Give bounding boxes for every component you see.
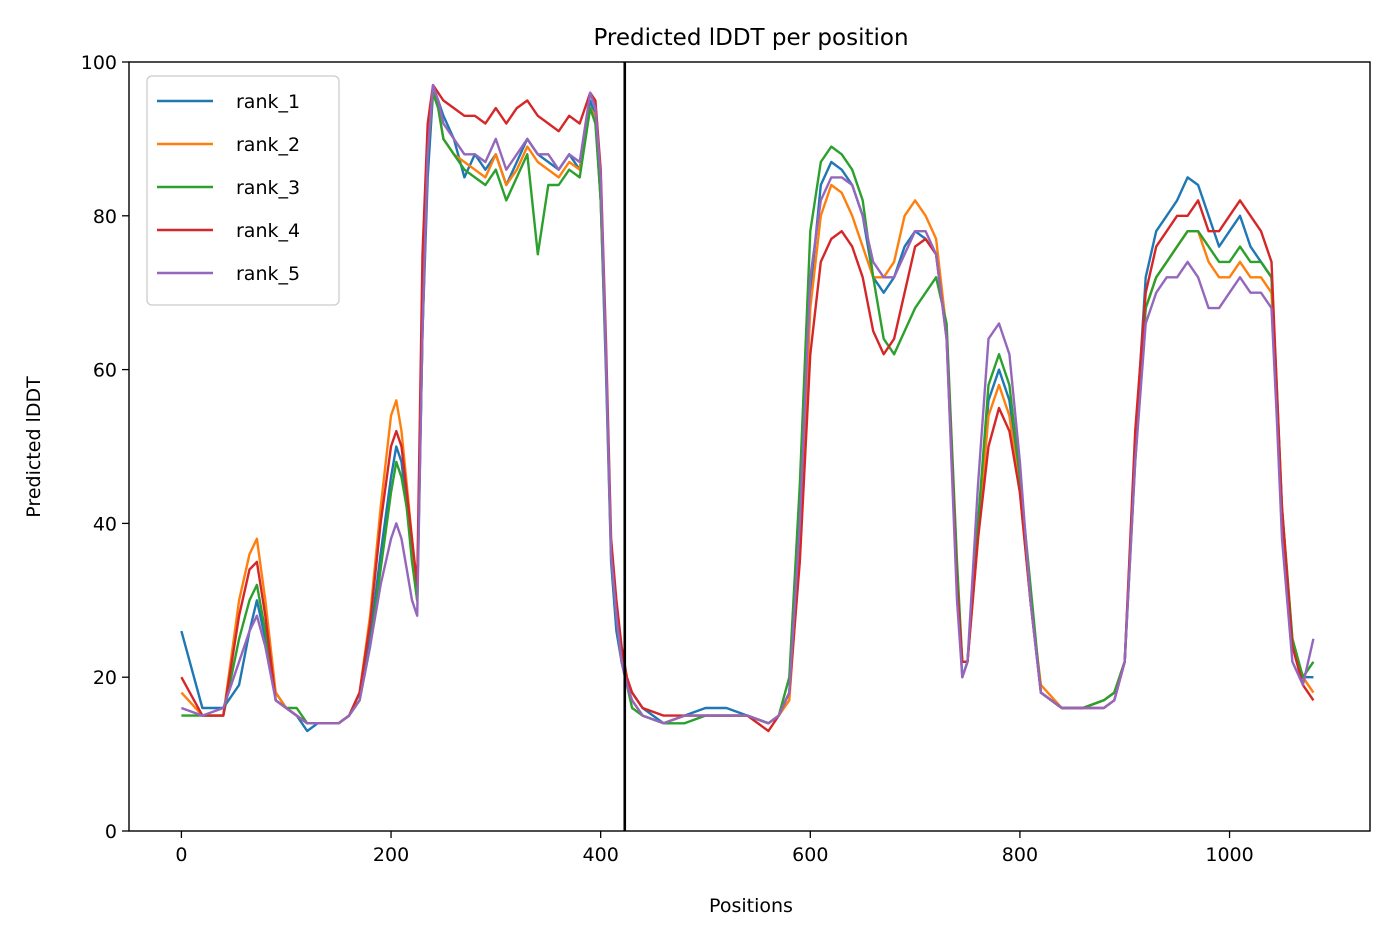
axes: 0 200 400 600 800 1000 0 20 40 60 80 100 [81,52,1371,866]
x-tick-label: 800 [1002,844,1038,866]
series-line-rank_2 [180,91,1315,725]
legend-label-rank_4: rank_4 [236,220,300,242]
series-line-rank_1 [180,91,1314,733]
plot-frame [128,61,1371,832]
legend-label-rank_2: rank_2 [236,134,300,156]
chart-title: Predicted lDDT per position [593,25,908,51]
y-tick-label: 0 [105,821,117,843]
x-tick-label: 400 [583,844,619,866]
x-tick-label: 0 [175,844,187,866]
x-axis-label: Positions [709,895,793,917]
y-axis-label: Predicted lDDT [23,376,45,518]
series-line-rank_4 [180,83,1315,733]
legend-label-rank_3: rank_3 [236,177,300,199]
x-tick-label: 1000 [1205,844,1253,866]
y-tick-label: 100 [81,52,117,74]
legend-label-rank_1: rank_1 [236,91,300,113]
y-tick-label: 60 [93,360,117,382]
x-tick-label: 600 [792,844,828,866]
plot-area [180,62,1315,831]
y-tick-label: 20 [93,667,117,689]
y-tick-label: 80 [93,206,117,228]
series-line-rank_3 [181,91,1315,725]
x-tick-label: 200 [373,844,409,866]
legend: rank_1 rank_2 rank_3 rank_4 rank_5 [146,75,340,306]
legend-label-rank_5: rank_5 [236,263,300,285]
y-tick-label: 40 [93,513,117,535]
series-line-rank_5 [180,83,1315,725]
legend-box [146,75,340,306]
